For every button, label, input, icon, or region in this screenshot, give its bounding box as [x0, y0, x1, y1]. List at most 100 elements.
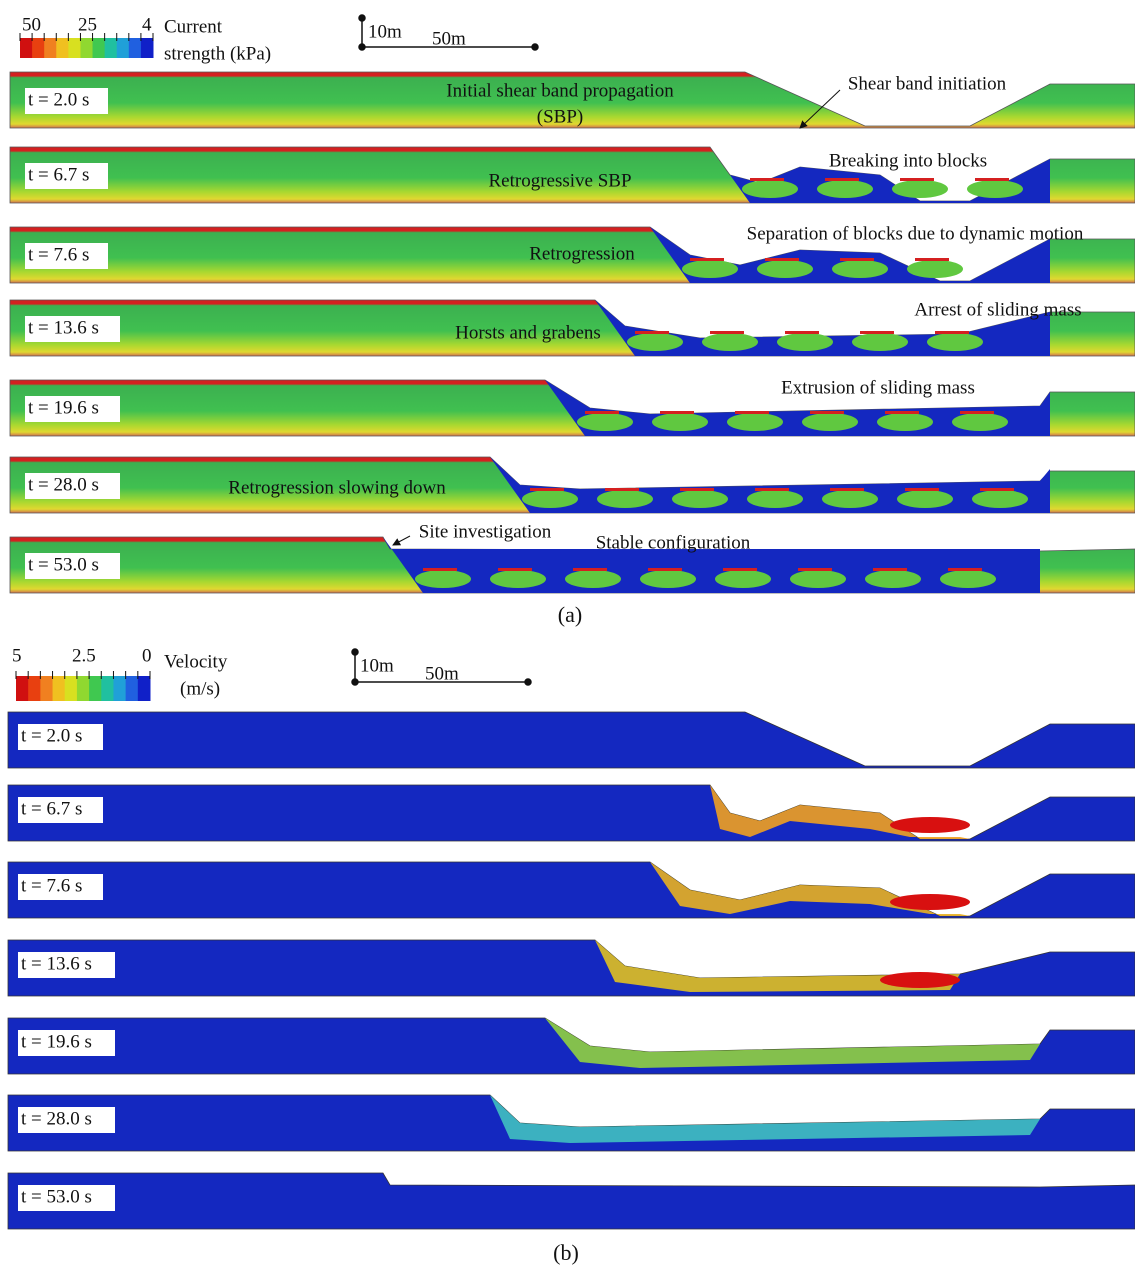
page: 50 25 4 Current strength (kPa) 10m 50m (…: [0, 0, 1135, 1268]
annotation-arrow: [393, 536, 410, 545]
legend-tick: 4: [142, 14, 152, 35]
legend-swatch: [68, 38, 81, 58]
panel-label: (a): [558, 602, 582, 627]
legend-swatch: [80, 38, 93, 58]
soil-block: [802, 413, 858, 431]
soil-block: [597, 490, 653, 508]
soil-block: [682, 260, 738, 278]
scale-label: 10m: [360, 655, 394, 676]
soil-block: [817, 180, 873, 198]
legend-a: [20, 33, 154, 58]
soil-block: [652, 413, 708, 431]
legend-tick: 50: [22, 14, 41, 35]
legend-swatch: [141, 38, 154, 58]
crust: [810, 411, 844, 414]
soil-block: [892, 180, 948, 198]
crust: [975, 178, 1009, 181]
crust: [573, 568, 607, 571]
soil-block: [790, 570, 846, 588]
legend-swatch: [113, 676, 126, 701]
legend-swatch: [138, 676, 151, 701]
legend-tick: 5: [12, 645, 22, 666]
crust: [660, 411, 694, 414]
soil-block: [715, 570, 771, 588]
soil-block: [747, 490, 803, 508]
crust: [648, 568, 682, 571]
time-label: t = 2.0 s: [28, 89, 89, 110]
legend-swatch: [32, 38, 45, 58]
time-label: t = 2.0 s: [21, 725, 82, 746]
crust: [680, 488, 714, 491]
annotation: Retrogressive SBP: [488, 170, 631, 191]
soil-block: [877, 413, 933, 431]
legend-title: (m/s): [180, 678, 220, 699]
legend-swatch: [28, 676, 41, 701]
time-label: t = 6.7 s: [21, 798, 82, 819]
velocity-domain: [8, 862, 1135, 918]
annotation: Horsts and grabens: [455, 322, 601, 343]
moving-mass: [490, 1095, 1040, 1143]
crust: [710, 331, 744, 334]
time-label: t = 53.0 s: [21, 1186, 92, 1207]
time-label: t = 19.6 s: [21, 1031, 92, 1052]
annotation: Retrogression: [529, 243, 635, 264]
legend-swatch: [20, 38, 33, 58]
legend-swatch: [16, 676, 29, 701]
legend-swatch: [56, 38, 69, 58]
legend-title: Velocity: [164, 651, 228, 672]
fast-zone: [880, 972, 960, 988]
annotation: Stable configuration: [596, 532, 751, 553]
panel-label: (b): [553, 1240, 579, 1265]
soil-block: [952, 413, 1008, 431]
soil-block: [627, 333, 683, 351]
crust: [830, 488, 864, 491]
crust: [980, 488, 1014, 491]
legend-tick: 0: [142, 645, 152, 666]
annotation: Initial shear band propagation: [446, 80, 674, 101]
crust: [585, 411, 619, 414]
annotation: Retrogression slowing down: [228, 477, 446, 498]
crust: [765, 258, 799, 261]
fast-zone: [890, 894, 970, 910]
annotation: (SBP): [537, 106, 583, 127]
legend-swatch: [105, 38, 118, 58]
soil-block: [777, 333, 833, 351]
soil-block: [865, 570, 921, 588]
crust: [690, 258, 724, 261]
legend-swatch: [126, 676, 139, 701]
legend-swatch: [129, 38, 142, 58]
crust: [605, 488, 639, 491]
legend-swatch: [65, 676, 78, 701]
crust: [935, 331, 969, 334]
time-label: t = 13.6 s: [28, 317, 99, 338]
legend-tick: 25: [78, 14, 97, 35]
legend-swatch: [53, 676, 66, 701]
crust: [785, 331, 819, 334]
crust: [825, 178, 859, 181]
time-label: t = 28.0 s: [28, 474, 99, 495]
soil-block: [907, 260, 963, 278]
soil-block: [490, 570, 546, 588]
scale-label: 50m: [425, 663, 459, 684]
time-label: t = 7.6 s: [21, 875, 82, 896]
soil-block: [577, 413, 633, 431]
time-label: t = 7.6 s: [28, 244, 89, 265]
crust: [873, 568, 907, 571]
time-label: t = 19.6 s: [28, 397, 99, 418]
annotation: Shear band initiation: [848, 73, 1007, 94]
legend-swatch: [77, 676, 90, 701]
soil-block: [822, 490, 878, 508]
soil-block: [832, 260, 888, 278]
soil-block: [702, 333, 758, 351]
legend-swatch: [101, 676, 114, 701]
crust: [860, 331, 894, 334]
crust: [948, 568, 982, 571]
crust: [900, 178, 934, 181]
scale-label: 10m: [368, 21, 402, 42]
crust: [915, 258, 949, 261]
crust: [498, 568, 532, 571]
soil-block: [967, 180, 1023, 198]
soil-block: [742, 180, 798, 198]
crust: [750, 178, 784, 181]
velocity-domain: [8, 785, 1135, 841]
